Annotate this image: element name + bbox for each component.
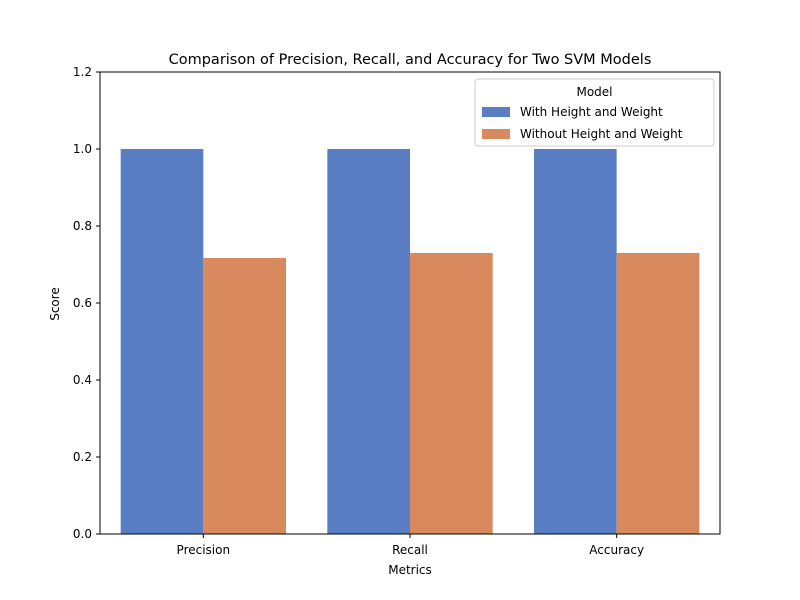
legend: Model With Height and Weight Without Heigh… (474, 78, 715, 147)
axes-group: 0.0 0.2 0.4 0.6 0.8 1.0 1.2 Precision Recall Accu… (73, 65, 721, 557)
bar-precision-series-1 (120, 149, 204, 534)
bar-accuracy-series-2 (616, 252, 700, 534)
y-tick-label: 0.6 (73, 296, 92, 310)
y-tick-label: 1.0 (73, 142, 92, 156)
x-tick-label: Precision (177, 543, 231, 557)
y-axis-label: Score (48, 287, 62, 321)
bar-precision-series-2 (203, 257, 286, 534)
y-tick-label: 0.8 (73, 219, 92, 233)
y-tick-label: 0.0 (73, 527, 92, 541)
legend-label-series-2: Without Height and Weight (520, 127, 683, 141)
chart-title: Comparison of Precision, Recall, and Acc… (169, 52, 652, 68)
x-tick-label: Accuracy (589, 543, 644, 557)
bar-recall-series-2 (410, 252, 493, 534)
legend-box (474, 78, 715, 147)
x-axis-label: Metrics (388, 563, 432, 577)
y-tick-label: 0.2 (73, 450, 92, 464)
legend-title: Model (576, 85, 612, 99)
legend-swatch-series-1 (482, 107, 510, 117)
y-tick-label: 1.2 (73, 65, 92, 79)
bar-accuracy-series-1 (534, 149, 617, 534)
legend-label-series-1: With Height and Weight (520, 105, 663, 119)
legend-swatch-series-2 (482, 129, 510, 139)
bar-recall-series-1 (327, 149, 410, 534)
y-tick-label: 0.4 (73, 373, 92, 387)
bars-group (120, 149, 700, 534)
x-tick-label: Recall (392, 543, 428, 557)
